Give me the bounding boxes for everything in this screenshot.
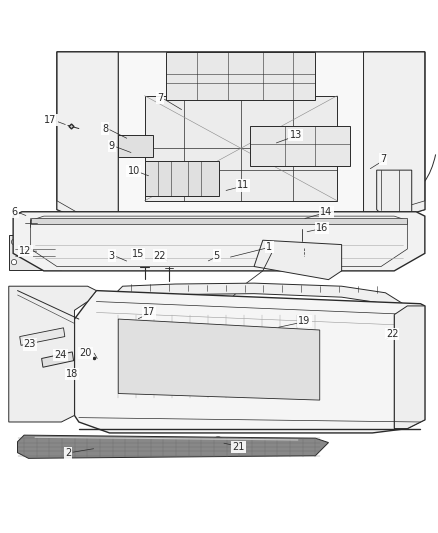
FancyBboxPatch shape [9,235,61,270]
Circle shape [215,237,249,270]
Circle shape [215,441,221,447]
Polygon shape [9,286,96,422]
Circle shape [11,260,17,265]
Text: 20: 20 [79,348,92,358]
Polygon shape [394,306,425,429]
Circle shape [211,437,225,451]
Text: 22: 22 [154,251,166,261]
Circle shape [299,237,310,248]
Polygon shape [377,170,412,219]
Polygon shape [74,290,425,433]
Circle shape [11,239,17,245]
Polygon shape [13,212,425,271]
Polygon shape [254,240,342,280]
Polygon shape [250,126,350,166]
Text: 21: 21 [233,442,245,452]
Text: 22: 22 [386,329,398,340]
Text: 2: 2 [65,448,71,458]
Polygon shape [145,161,219,197]
Circle shape [161,213,172,224]
Ellipse shape [351,378,389,400]
Polygon shape [57,52,118,223]
Polygon shape [57,52,425,227]
Circle shape [87,339,101,353]
Polygon shape [42,352,74,367]
Text: 18: 18 [66,369,78,379]
Text: 14: 14 [320,207,332,217]
Polygon shape [18,435,328,458]
Circle shape [52,239,57,245]
Circle shape [161,173,172,184]
Text: 17: 17 [143,308,155,318]
Circle shape [265,207,278,221]
Circle shape [15,217,25,228]
Text: 9: 9 [109,141,115,151]
Polygon shape [118,319,320,400]
Text: 3: 3 [109,251,115,261]
Circle shape [179,55,198,75]
Circle shape [52,260,57,265]
Text: 12: 12 [19,246,32,256]
Text: 8: 8 [102,124,108,134]
Text: 10: 10 [127,166,140,176]
Circle shape [293,212,311,229]
Text: 24: 24 [54,350,67,360]
Text: 23: 23 [24,340,36,350]
Circle shape [267,61,285,78]
Ellipse shape [345,373,395,406]
Text: 5: 5 [214,251,220,261]
Polygon shape [118,135,153,157]
Text: 16: 16 [316,223,328,233]
Text: 19: 19 [298,316,311,326]
Polygon shape [31,219,407,223]
Circle shape [221,242,244,265]
Text: 11: 11 [237,181,249,190]
Text: 7: 7 [157,93,163,103]
Polygon shape [410,321,420,330]
Polygon shape [20,328,65,345]
Text: 1: 1 [266,242,272,252]
Polygon shape [145,96,337,201]
Circle shape [300,218,305,223]
Text: 7: 7 [380,154,386,164]
Text: 17: 17 [44,115,57,125]
Circle shape [196,173,207,184]
Polygon shape [114,283,403,310]
Circle shape [224,57,240,73]
Text: 13: 13 [290,130,302,140]
Text: 6: 6 [11,207,18,217]
Text: 15: 15 [132,249,144,259]
Polygon shape [166,52,315,100]
Circle shape [213,182,225,193]
Polygon shape [364,52,425,223]
